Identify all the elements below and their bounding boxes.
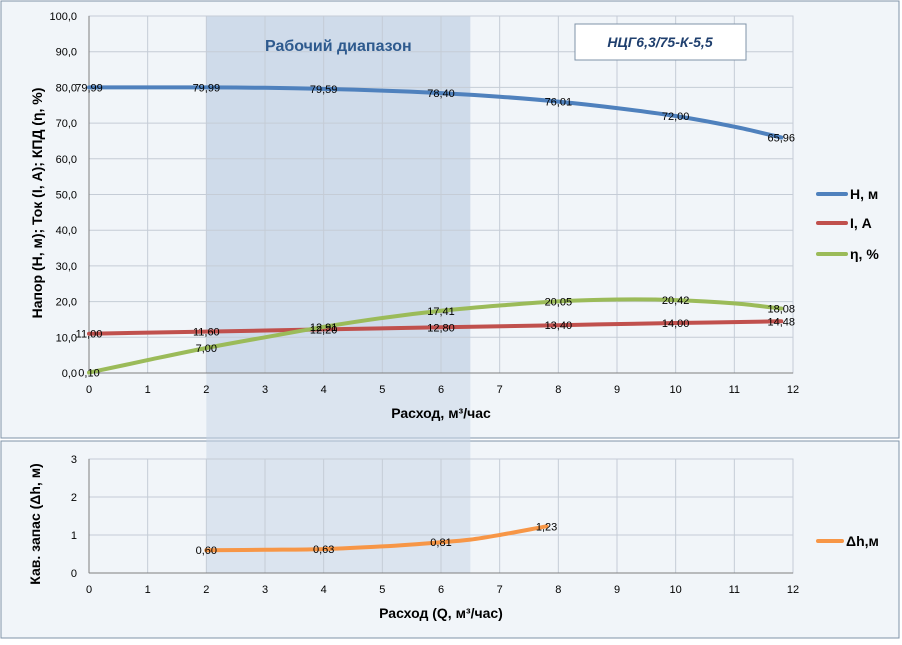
bottom-y-tick-label: 2 — [71, 492, 77, 504]
top-y-axis-title: Напор (Н, м); Ток (I, А); КПД (η, %) — [29, 88, 45, 319]
top-data-label: 13,40 — [545, 320, 573, 332]
top-data-label: 0,10 — [78, 368, 99, 380]
top-x-tick-label: 12 — [787, 384, 799, 396]
bottom-y-tick-label: 3 — [71, 454, 77, 466]
top-series-line-current — [87, 319, 784, 336]
top-data-label: 79,99 — [193, 82, 221, 94]
top-y-tick-label: 60,0 — [56, 154, 77, 166]
top-y-tick-label: 30,0 — [56, 261, 77, 273]
top-x-tick-label: 8 — [555, 384, 561, 396]
top-x-axis-title: Расход, м³/час — [391, 405, 491, 421]
bottom-x-tick-label: 2 — [203, 584, 209, 596]
top-series-line-efficiency — [87, 297, 784, 375]
top-data-label: 76,01 — [545, 97, 573, 109]
top-y-tick-label: 70,0 — [56, 118, 77, 130]
model-label-box — [574, 23, 747, 61]
bottom-data-label: 1,23 — [536, 521, 557, 533]
top-y-tick-label: 20,0 — [56, 297, 77, 309]
top-y-tick-label: 40,0 — [56, 225, 77, 237]
top-x-tick-label: 1 — [145, 384, 151, 396]
top-y-tick-label: 100,0 — [49, 11, 77, 23]
top-data-label: 79,99 — [75, 82, 103, 94]
top-data-label: 65,96 — [768, 133, 796, 145]
bottom-x-tick-label: 5 — [379, 584, 385, 596]
top-data-label: 7,00 — [196, 343, 217, 355]
bottom-x-tick-label: 12 — [787, 584, 799, 596]
top-data-label: 20,05 — [545, 296, 573, 308]
bottom-x-tick-label: 11 — [729, 584, 740, 596]
top-y-tick-label: 50,0 — [56, 190, 77, 202]
top-x-tick-label: 2 — [203, 384, 209, 396]
bottom-data-label: 0,60 — [196, 545, 217, 557]
top-data-label: 20,42 — [662, 295, 690, 307]
top-x-tick-label: 5 — [379, 384, 385, 396]
bottom-y-tick-label: 1 — [71, 530, 77, 542]
bottom-x-axis-title: Расход (Q, м³/час) — [379, 605, 503, 621]
top-data-label: 12,20 — [310, 324, 338, 336]
top-y-tick-label: 90,0 — [56, 47, 77, 59]
top-x-tick-label: 0 — [86, 384, 92, 396]
top-data-label: 17,41 — [427, 306, 455, 318]
bottom-x-tick-label: 10 — [670, 584, 682, 596]
bottom-x-tick-label: 9 — [614, 584, 620, 596]
bottom-data-label: 0,63 — [313, 544, 334, 556]
bottom-x-tick-label: 4 — [321, 584, 327, 596]
bottom-y-axis-title: Кав. запас (Δh, м) — [27, 463, 43, 584]
top-x-tick-label: 3 — [262, 384, 268, 396]
bottom-series-line-npsh — [204, 524, 549, 553]
legend-label-head: Н, м — [850, 186, 878, 202]
bottom-x-tick-label: 7 — [497, 584, 503, 596]
bottom-x-tick-label: 6 — [438, 584, 444, 596]
bottom-x-tick-label: 0 — [86, 584, 92, 596]
top-x-tick-label: 7 — [497, 384, 503, 396]
top-y-tick-label: 80,0 — [56, 82, 77, 94]
top-data-label: 12,91 — [310, 322, 338, 334]
top-data-label: 18,08 — [768, 303, 796, 315]
top-x-tick-label: 11 — [729, 384, 740, 396]
top-series-line-head — [87, 85, 784, 140]
model-label: НЦГ6,3/75-К-5,5 — [607, 34, 712, 50]
bottom-x-tick-label: 3 — [262, 584, 268, 596]
legend-label-efficiency: η, % — [850, 246, 879, 262]
top-data-label: 11,00 — [76, 329, 103, 341]
top-data-label: 14,48 — [768, 316, 796, 328]
working-range-label: Рабочий диапазон — [265, 38, 412, 55]
bottom-data-label: 0,81 — [430, 537, 451, 549]
top-data-label: 78,40 — [427, 88, 455, 100]
top-x-tick-label: 4 — [321, 384, 327, 396]
bottom-x-tick-label: 1 — [145, 584, 151, 596]
top-x-tick-label: 10 — [670, 384, 682, 396]
working-range-band-lower — [206, 373, 471, 573]
top-y-tick-label: 10,0 — [56, 332, 77, 344]
top-data-label: 11,60 — [193, 327, 220, 339]
top-data-label: 79,59 — [310, 84, 338, 96]
legend-label-current: I, А — [850, 215, 872, 231]
legend-label-npsh: Δh,м — [846, 533, 879, 549]
top-data-label: 72,00 — [662, 111, 690, 123]
top-x-tick-label: 9 — [614, 384, 620, 396]
top-y-tick-label: 0,0 — [62, 368, 77, 380]
bottom-x-tick-label: 8 — [555, 584, 561, 596]
top-data-label: 14,00 — [662, 318, 690, 330]
bottom-y-tick-label: 0 — [71, 568, 77, 580]
top-data-label: 12,80 — [427, 322, 455, 334]
top-x-tick-label: 6 — [438, 384, 444, 396]
